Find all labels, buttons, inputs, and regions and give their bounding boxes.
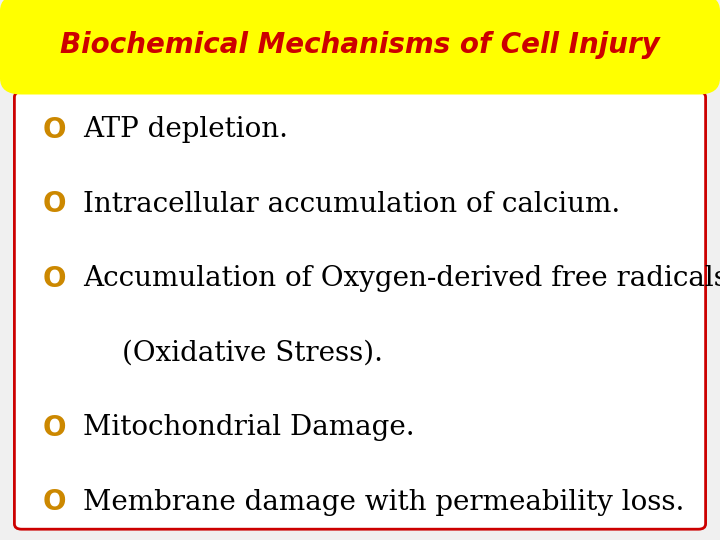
Text: ATP depletion.: ATP depletion. [83, 116, 288, 143]
Text: Membrane damage with permeability loss.: Membrane damage with permeability loss. [83, 489, 684, 516]
FancyBboxPatch shape [14, 92, 706, 529]
Text: O: O [42, 265, 66, 293]
Text: O: O [42, 488, 66, 516]
Text: O: O [42, 116, 66, 144]
Text: Accumulation of Oxygen-derived free radicals: Accumulation of Oxygen-derived free radi… [83, 265, 720, 292]
Text: Mitochondrial Damage.: Mitochondrial Damage. [83, 414, 415, 441]
Text: O: O [42, 414, 66, 442]
Text: (Oxidative Stress).: (Oxidative Stress). [122, 340, 383, 367]
Text: O: O [42, 190, 66, 218]
Text: Intracellular accumulation of calcium.: Intracellular accumulation of calcium. [83, 191, 620, 218]
FancyBboxPatch shape [0, 0, 720, 94]
Text: Biochemical Mechanisms of Cell Injury: Biochemical Mechanisms of Cell Injury [60, 31, 660, 58]
